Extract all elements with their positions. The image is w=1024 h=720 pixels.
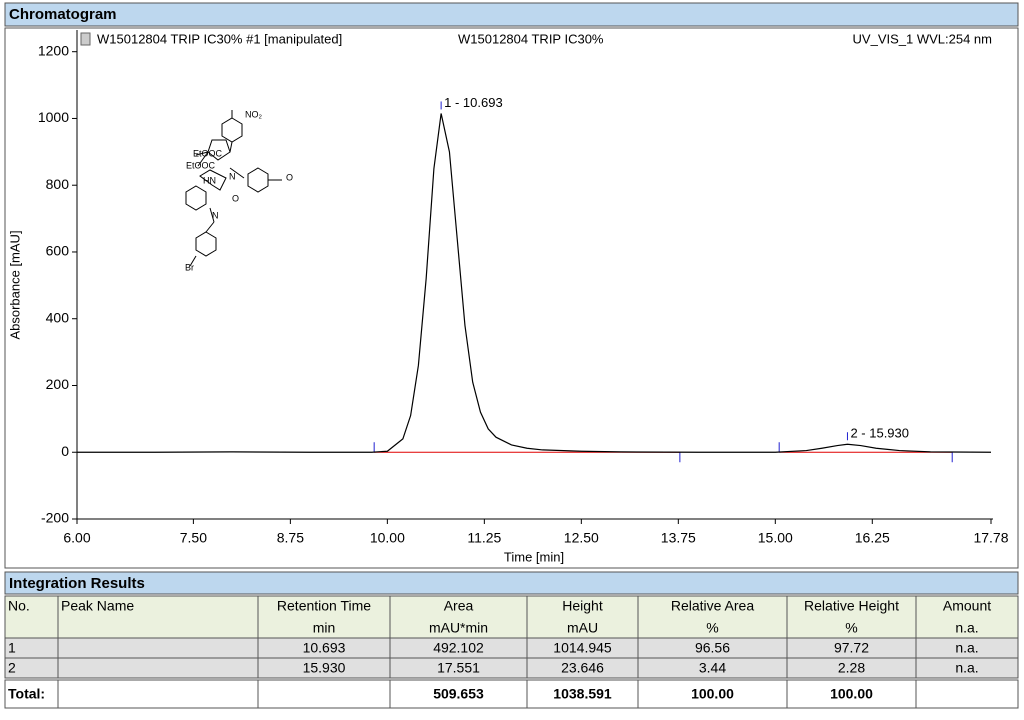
peak-label: 2 - 15.930 xyxy=(850,426,909,441)
table-cell xyxy=(57,637,259,659)
column-unit: % xyxy=(845,620,857,636)
y-axis-label: Absorbance [mAU] xyxy=(7,230,22,339)
table-cell xyxy=(57,657,259,679)
table-cell xyxy=(637,595,788,639)
table-value: 1 xyxy=(8,640,16,656)
column-unit: n.a. xyxy=(955,620,978,636)
structure-label: HN xyxy=(203,175,216,185)
table-cell xyxy=(637,679,788,709)
x-axis-label: Time [min] xyxy=(504,549,564,564)
structure-label: O xyxy=(232,193,239,203)
x-tick-label: 10.00 xyxy=(370,530,405,546)
table-value: 17.551 xyxy=(437,660,480,676)
column-header: Relative Area xyxy=(671,598,754,614)
table-cell xyxy=(4,679,59,709)
section-title: Chromatogram xyxy=(9,6,117,23)
table-cell xyxy=(915,595,1019,639)
table-value: 15.930 xyxy=(303,660,346,676)
column-header: Retention Time xyxy=(277,598,371,614)
table-value: n.a. xyxy=(955,640,978,656)
y-tick-label: 1200 xyxy=(38,42,69,58)
column-header: Area xyxy=(444,598,474,614)
structure-label: Br xyxy=(185,262,194,272)
column-unit: % xyxy=(706,620,718,636)
x-tick-label: 11.25 xyxy=(467,530,501,546)
table-cell xyxy=(257,679,391,709)
table-cell xyxy=(526,679,639,709)
x-tick-label: 8.75 xyxy=(277,530,304,546)
structure-label: N xyxy=(229,171,236,181)
x-tick-label: 15.00 xyxy=(758,530,793,546)
trace xyxy=(77,113,992,453)
structure-label: EtOOC xyxy=(186,160,216,170)
column-header: Peak Name xyxy=(61,598,134,614)
table-value: 1038.591 xyxy=(553,686,612,702)
table-value: Total: xyxy=(8,686,45,702)
table-value: 2.28 xyxy=(838,660,865,676)
y-tick-label: 800 xyxy=(46,176,70,192)
table-value: 2 xyxy=(8,660,16,676)
column-header: Height xyxy=(562,598,603,614)
chart-frame xyxy=(4,27,1019,569)
y-tick-label: 0 xyxy=(61,443,69,459)
table-value: n.a. xyxy=(955,660,978,676)
table-cell xyxy=(915,657,1019,679)
column-unit: mAU xyxy=(567,620,598,636)
table-value: 97.72 xyxy=(834,640,869,656)
structure-label: O xyxy=(286,172,293,182)
table-cell xyxy=(389,679,528,709)
table-cell xyxy=(389,595,528,639)
table-value: 23.646 xyxy=(561,660,604,676)
table-cell xyxy=(57,679,259,709)
section-title: Integration Results xyxy=(9,575,145,592)
table-cell xyxy=(915,679,1019,709)
table-cell xyxy=(786,679,917,709)
section-bar xyxy=(4,571,1019,595)
x-tick-label: 7.50 xyxy=(180,530,207,546)
structure-label: EtOOC xyxy=(193,148,223,158)
column-header: Relative Height xyxy=(804,598,899,614)
x-tick-label: 16.25 xyxy=(855,530,890,546)
x-tick-label: 13.75 xyxy=(661,530,696,546)
table-value: 96.56 xyxy=(695,640,730,656)
table-value: 509.653 xyxy=(433,686,484,702)
table-value: 1014.945 xyxy=(553,640,612,656)
table-cell xyxy=(786,595,917,639)
y-tick-label: 400 xyxy=(46,309,70,325)
header-left: W15012804 TRIP IC30% #1 [manipulated] xyxy=(97,31,342,46)
section-bar xyxy=(4,2,1019,27)
y-tick-label: 200 xyxy=(46,376,70,392)
column-unit: min xyxy=(313,620,336,636)
column-unit: mAU*min xyxy=(429,620,488,636)
structure-label: N xyxy=(212,210,219,220)
x-tick-label: 17.78 xyxy=(973,530,1008,546)
peak-label: 1 - 10.693 xyxy=(444,95,503,110)
structure xyxy=(185,110,282,267)
header-right: UV_VIS_1 WVL:254 nm xyxy=(853,31,992,46)
table-cell xyxy=(57,595,259,639)
table-value: 492.102 xyxy=(433,640,484,656)
structure-label: NO₂ xyxy=(245,109,263,119)
y-tick-label: -200 xyxy=(41,510,69,526)
column-header: No. xyxy=(8,598,30,614)
x-tick-label: 6.00 xyxy=(63,530,90,546)
table-value: 100.00 xyxy=(691,686,734,702)
header-center: W15012804 TRIP IC30% xyxy=(458,31,604,46)
column-header: Amount xyxy=(943,598,991,614)
y-tick-label: 1000 xyxy=(38,109,69,125)
x-tick-label: 12.50 xyxy=(564,530,599,546)
y-tick-label: 600 xyxy=(46,243,70,259)
table-value: 10.693 xyxy=(303,640,346,656)
table-value: 3.44 xyxy=(699,660,726,676)
table-value: 100.00 xyxy=(830,686,873,702)
doc-icon xyxy=(80,32,91,46)
